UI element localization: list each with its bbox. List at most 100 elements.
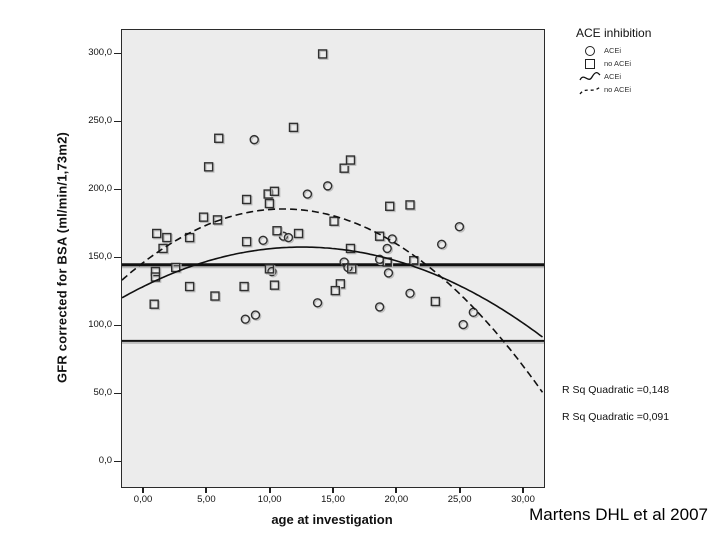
x-tick-label: 30,00 xyxy=(511,494,535,505)
point-shadow xyxy=(340,164,351,175)
point-shadow xyxy=(386,202,396,213)
scatter-point-square xyxy=(385,201,395,211)
point-shadow xyxy=(205,163,215,173)
y-tick-label: 300,0 xyxy=(88,46,112,58)
scatter-point-circle xyxy=(258,235,268,245)
point-shadow xyxy=(303,190,314,200)
fit-curve-dashed xyxy=(122,208,544,393)
y-tick-mark xyxy=(114,324,121,326)
scatter-point-square xyxy=(162,232,172,243)
point-shadow xyxy=(459,321,470,331)
point-shadow xyxy=(241,315,252,326)
scatter-point-circle xyxy=(283,232,294,243)
circle-marker-icon xyxy=(585,45,595,56)
scatter-point-square xyxy=(264,198,275,209)
scatter-point-square xyxy=(241,194,252,205)
scatter-point-circle xyxy=(240,314,251,324)
x-axis-title: age at investigation xyxy=(271,512,393,527)
x-tick-label: 5,00 xyxy=(197,494,216,505)
scatter-point-square xyxy=(272,226,282,236)
source-caption: Martens DHL et al 2007 xyxy=(529,505,708,524)
scatter-point-circle xyxy=(458,319,468,330)
scatter-point-circle xyxy=(382,243,392,254)
point-shadow xyxy=(270,187,281,198)
scatter-point-square xyxy=(198,212,209,222)
point-shadow xyxy=(406,289,416,300)
point-shadow xyxy=(186,283,196,293)
legend-entry-label: no ACEi xyxy=(604,59,632,68)
scatter-point-square xyxy=(184,281,195,292)
legend-symbol-cell xyxy=(576,45,604,56)
legend-entry-noacei-points: no ACEi xyxy=(576,57,716,70)
scatter-point-square xyxy=(293,228,304,239)
scatter-point-circle xyxy=(405,288,415,299)
y-tick-mark xyxy=(114,120,121,122)
scatter-point-square xyxy=(210,291,220,301)
legend-symbol-cell xyxy=(576,71,604,83)
y-tick-mark xyxy=(114,188,121,190)
scatter-point-square xyxy=(330,285,340,296)
scatter-point-square xyxy=(288,122,299,133)
point-shadow xyxy=(153,229,163,240)
scatter-point-square xyxy=(241,236,252,247)
point-shadow xyxy=(331,287,342,297)
y-tick-mark xyxy=(114,460,121,462)
scatter-point-square xyxy=(317,49,328,59)
legend-title: ACE inhibition xyxy=(576,26,652,40)
scatter-point-circle xyxy=(249,134,259,145)
point-shadow xyxy=(376,303,386,313)
y-tick-label: 0,0 xyxy=(98,454,112,466)
y-tick-mark xyxy=(114,392,121,394)
y-tick-label: 150,0 xyxy=(88,250,112,262)
scatter-point-circle xyxy=(322,181,333,191)
scatter-point-circle xyxy=(374,302,385,312)
scatter-point-circle xyxy=(302,189,313,199)
point-shadow xyxy=(186,234,196,244)
point-shadow xyxy=(336,280,347,290)
point-shadow xyxy=(348,265,358,275)
point-shadow xyxy=(270,281,281,292)
x-tick-mark xyxy=(142,487,145,493)
scatter-plot xyxy=(122,49,544,393)
dashed-curve-icon xyxy=(579,85,601,94)
point-shadow xyxy=(406,201,416,211)
y-tick-mark xyxy=(114,52,121,54)
point-shadow xyxy=(150,300,161,311)
legend: ACE inhibition ACEi no ACEi ACEi no ACEi xyxy=(576,26,716,96)
point-shadow xyxy=(455,223,466,233)
point-shadow xyxy=(438,240,448,251)
scatter-point-square xyxy=(409,255,419,266)
scatter-point-square xyxy=(329,216,339,226)
scatter-point-square xyxy=(158,243,168,254)
point-shadow xyxy=(295,229,305,240)
point-shadow xyxy=(410,257,420,267)
point-shadow xyxy=(215,134,225,145)
x-tick-label: 10,00 xyxy=(257,494,282,505)
point-shadow xyxy=(346,156,357,166)
point-shadow xyxy=(431,297,442,308)
point-shadow xyxy=(314,299,324,309)
point-shadow xyxy=(284,234,295,244)
scatter-point-circle xyxy=(250,310,261,320)
x-tick-label: 15,00 xyxy=(321,494,345,505)
legend-entry-noacei-fit: no ACEi xyxy=(576,83,716,96)
point-shadow xyxy=(240,283,250,293)
x-tick-mark xyxy=(205,487,208,493)
scatter-point-square xyxy=(269,280,280,290)
scatter-point-square xyxy=(152,228,162,239)
x-tick-label: 0,00 xyxy=(133,494,153,505)
legend-symbol-cell xyxy=(576,58,604,69)
x-tick-mark xyxy=(521,487,524,493)
scatter-point-square xyxy=(345,155,356,165)
scatter-point-circle xyxy=(436,239,447,250)
point-shadow xyxy=(243,238,253,248)
point-shadow xyxy=(383,244,394,255)
point-shadow xyxy=(172,263,182,274)
y-tick-label: 250,0 xyxy=(88,114,112,126)
x-tick-mark xyxy=(332,487,334,493)
y-tick-mark xyxy=(114,256,121,258)
legend-entry-label: ACEi xyxy=(604,46,622,55)
legend-entry-acei-fit: ACEi xyxy=(576,70,716,83)
point-shadow xyxy=(324,182,334,192)
